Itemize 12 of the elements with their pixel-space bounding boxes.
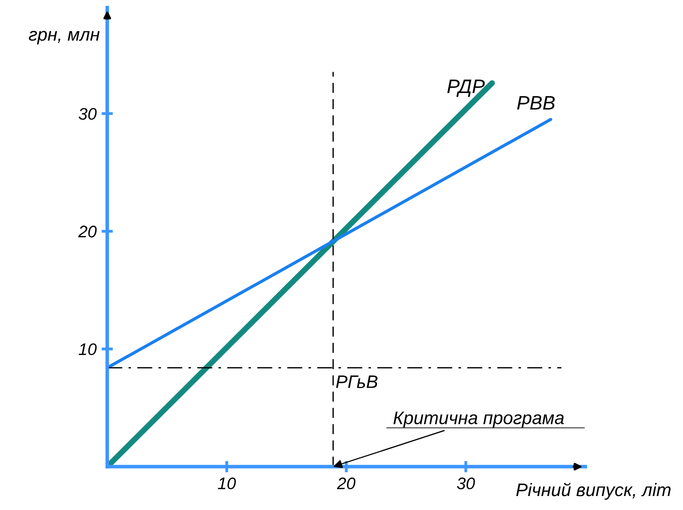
y-tick-label: 20 <box>78 226 97 238</box>
y-axis-title: грн, млн <box>28 30 100 44</box>
x-tick-label: 10 <box>218 478 236 490</box>
annotation: Критична програма <box>393 412 564 428</box>
x-tick-label: 20 <box>336 478 356 490</box>
series-label: РВВ <box>517 96 555 110</box>
y-tick-label: 10 <box>78 343 97 356</box>
series-label: РДР <box>447 80 485 97</box>
x-axis-title: Річний випуск, літ <box>516 482 671 500</box>
ref-line-label: РГьВ <box>336 376 378 388</box>
y-tick-label: 30 <box>78 108 97 120</box>
x-tick-label: 30 <box>456 478 475 490</box>
